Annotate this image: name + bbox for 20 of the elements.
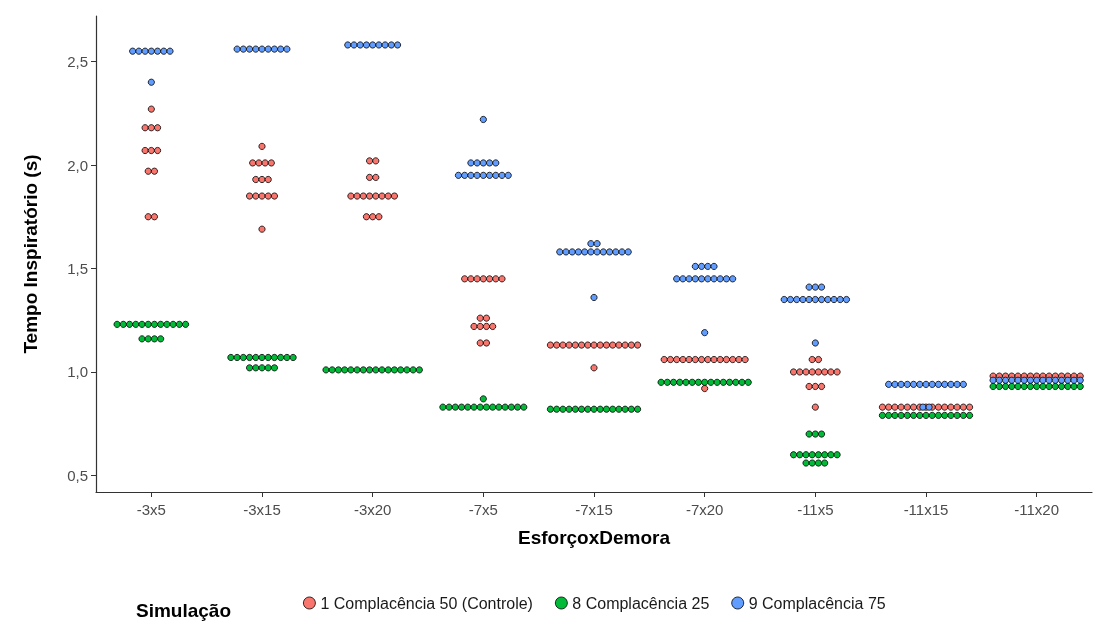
x-tick-label: -7x15	[575, 501, 613, 518]
x-tick-label: -3x20	[353, 501, 392, 518]
y-tick-label: 2,5	[67, 53, 88, 71]
legend-label: 9 Complacência 75	[748, 594, 886, 612]
y-tick-label: 0,5	[67, 466, 88, 484]
x-tick-label: -11x5	[797, 501, 834, 518]
y-tick-label: 2,0	[67, 156, 88, 174]
x-tick-label: -3x15	[243, 501, 281, 518]
x-tick-label: -11x15	[903, 501, 949, 518]
legend-title: Simulação	[136, 600, 232, 621]
legend-label: 1 Complacência 50 (Controle)	[320, 594, 533, 612]
x-axis-title: EsforçoxDemora	[517, 527, 671, 548]
y-tick-label: 1,5	[67, 259, 88, 277]
x-tick-label: -11x20	[1014, 501, 1060, 518]
y-axis-title: Tempo Inspiratório (s)	[20, 154, 41, 354]
y-tick-label: 1,0	[67, 363, 88, 381]
x-tick-label: -7x5	[468, 501, 498, 518]
legend-label: 8 Complacência 25	[572, 594, 710, 612]
x-tick-label: -3x5	[136, 501, 166, 518]
x-tick-label: -7x20	[685, 501, 724, 518]
